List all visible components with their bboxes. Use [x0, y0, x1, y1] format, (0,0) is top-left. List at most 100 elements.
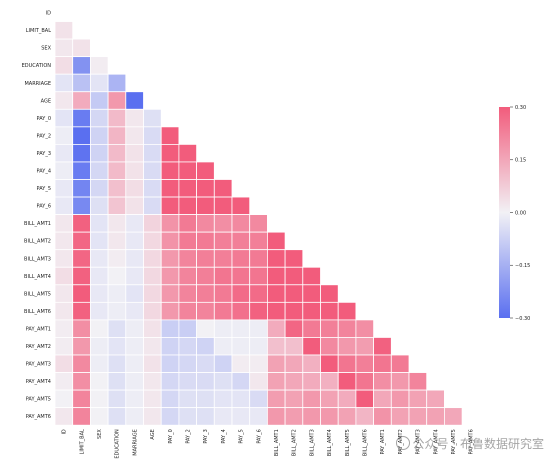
heatmap-cell: [72, 266, 91, 286]
heatmap-cell: [125, 407, 144, 426]
heatmap-cell: [72, 354, 91, 373]
heatmap-cell: [143, 108, 162, 128]
heatmap-cell: [196, 337, 215, 356]
heatmap-cell: [160, 249, 180, 268]
y-tick-label: PAY_2: [37, 133, 51, 139]
heatmap-cell: [320, 389, 339, 409]
heatmap-cell: [178, 372, 197, 391]
heatmap-cell: [266, 389, 286, 409]
heatmap-cell: [90, 319, 109, 338]
y-tick-label: EDUCATION: [22, 63, 52, 69]
colorbar-tick-label: −0.30: [515, 316, 530, 322]
heatmap-cell: [143, 284, 162, 303]
heatmap-cell: [231, 284, 251, 303]
heatmap-cells: [54, 21, 463, 426]
heatmap-cell: [107, 143, 127, 163]
heatmap-cell: [213, 354, 233, 373]
y-tick-label: ID: [46, 11, 51, 17]
heatmap-cell: [143, 266, 162, 286]
heatmap-cell: [213, 389, 233, 409]
y-tick-label: BILL_AMT5: [24, 291, 51, 297]
heatmap-cell: [426, 407, 445, 426]
heatmap-cell: [355, 354, 374, 373]
y-tick-label: PAY_AMT4: [26, 379, 51, 385]
heatmap-cell: [443, 407, 463, 426]
y-axis-labels: ID LIMIT_BAL SEX EDUCATION MARRIAGE AGE PAY_0 P…: [22, 11, 52, 421]
heatmap-cell: [143, 161, 162, 180]
heatmap-cell: [90, 301, 109, 321]
heatmap-cell: [72, 301, 91, 321]
heatmap-cell: [178, 354, 197, 373]
heatmap-cell: [125, 319, 144, 338]
heatmap-cell: [337, 354, 357, 373]
x-tick-label: LIMIT_BAL: [79, 429, 85, 454]
heatmap-cell: [231, 266, 251, 286]
heatmap-cell: [54, 91, 74, 110]
heatmap-cell: [72, 319, 91, 338]
heatmap-cell: [160, 179, 180, 198]
heatmap-cell: [390, 372, 410, 391]
heatmap-cell: [90, 372, 109, 391]
heatmap-cell: [231, 407, 251, 426]
heatmap-cell: [178, 337, 197, 356]
heatmap-cell: [302, 389, 321, 409]
colorbar: 0.30 0.15 0.00 −0.15 −0.30: [499, 105, 530, 322]
heatmap-cell: [54, 372, 74, 391]
heatmap-cell: [320, 319, 339, 338]
heatmap-cell: [266, 319, 286, 338]
heatmap-cell: [125, 231, 144, 251]
x-tick-label: PAY_AMT6: [469, 429, 475, 454]
y-tick-label: PAY_AMT5: [26, 397, 51, 403]
heatmap-cell: [125, 301, 144, 321]
wechat-icon: [395, 436, 410, 450]
heatmap-cell: [320, 284, 339, 303]
heatmap-cell: [107, 179, 127, 198]
heatmap-cell: [373, 337, 392, 356]
heatmap-cell: [54, 249, 74, 268]
x-tick-label: PAY_6: [256, 429, 262, 443]
heatmap-cell: [160, 319, 180, 338]
heatmap-cell: [266, 231, 286, 251]
heatmap-cell: [178, 231, 197, 251]
x-tick-label: PAY_0: [168, 429, 174, 443]
heatmap-cell: [90, 231, 109, 251]
y-tick-label: PAY_4: [37, 169, 51, 175]
heatmap-cell: [107, 91, 127, 110]
heatmap-cell: [107, 354, 127, 373]
heatmap-cell: [231, 231, 251, 251]
y-tick-label: PAY_3: [37, 151, 51, 157]
heatmap-cell: [284, 249, 304, 268]
heatmap-cell: [160, 231, 180, 251]
heatmap-cell: [72, 108, 91, 128]
heatmap-cell: [143, 372, 162, 391]
heatmap-cell: [90, 56, 109, 75]
y-tick-label: PAY_AMT3: [26, 362, 51, 368]
x-tick-label: BILL_AMT3: [309, 429, 315, 456]
heatmap-cell: [302, 337, 321, 356]
heatmap-cell: [320, 407, 339, 426]
heatmap-cell: [249, 214, 268, 233]
heatmap-cell: [54, 214, 74, 233]
heatmap-cell: [54, 56, 74, 75]
heatmap-cell: [107, 249, 127, 268]
heatmap-cell: [125, 196, 144, 216]
heatmap-cell: [72, 38, 91, 58]
heatmap-cell: [143, 196, 162, 216]
x-tick-label: BILL_AMT6: [363, 429, 369, 456]
heatmap-cell: [90, 196, 109, 216]
heatmap-cell: [90, 407, 109, 426]
heatmap-cell: [213, 196, 233, 216]
x-tick-label: SEX: [97, 429, 103, 439]
y-tick-label: BILL_AMT2: [24, 239, 51, 245]
heatmap-cell: [143, 179, 162, 198]
heatmap-cell: [213, 337, 233, 356]
heatmap-cell: [107, 73, 127, 93]
heatmap-cell: [249, 319, 268, 338]
y-tick-label: PAY_AMT2: [26, 344, 51, 350]
heatmap-cell: [72, 143, 91, 163]
heatmap-cell: [266, 301, 286, 321]
heatmap-cell: [90, 354, 109, 373]
heatmap-cell: [231, 389, 251, 409]
heatmap-cell: [231, 301, 251, 321]
y-tick-label: BILL_AMT4: [24, 274, 51, 280]
